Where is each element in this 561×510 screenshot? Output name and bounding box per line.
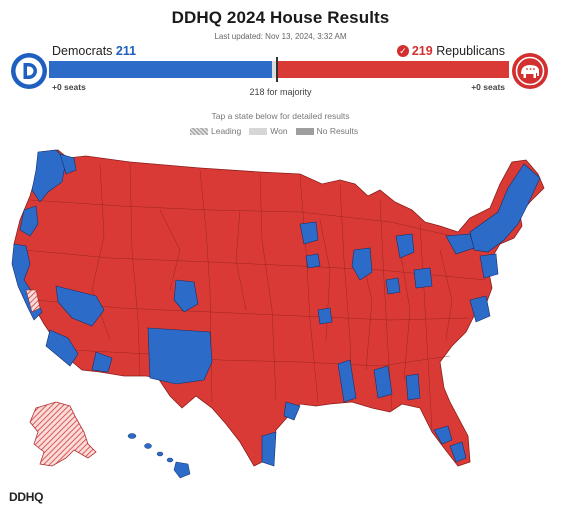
republicans-label: ✓ 219 Republicans [396,44,505,58]
us-house-district-map[interactable] [0,140,561,490]
seat-progress-bar [49,61,509,78]
legend-won-label: Won [270,126,288,136]
republicans-name: Republicans [436,44,505,58]
majority-marker [276,57,278,82]
california-leading-district[interactable] [25,289,41,313]
legend-no-results: No Results [295,126,359,136]
hawaii-state[interactable] [127,433,191,479]
democrats-seat-change: +0 seats [52,82,86,92]
checkmark-icon: ✓ [396,45,409,57]
no-results-swatch [295,127,314,135]
republican-elephant-icon [512,53,548,89]
democrats-label: Democrats 211 [52,44,136,58]
map-legend: Leading Won No Results [190,126,358,136]
republicans-seat-change: +0 seats [471,82,505,92]
won-swatch [249,127,268,135]
majority-label: 218 for majority [249,87,312,97]
leading-swatch [190,127,208,135]
tap-hint-text: Tap a state below for detailed results [211,111,350,121]
ddhq-brand-logo: DDHQ [9,490,44,504]
republicans-seat-count: 219 [411,44,433,58]
legend-leading-label: Leading [211,126,242,136]
page-title: DDHQ 2024 House Results [171,8,390,27]
democrats-name: Democrats [52,44,113,58]
legend-leading: Leading [190,126,241,136]
democrats-bar-fill [49,61,273,78]
legend-won: Won [249,126,288,136]
democratic-districts[interactable] [11,149,541,467]
legend-no-results-label: No Results [316,126,359,136]
alaska-state[interactable] [29,401,97,467]
republicans-bar-fill [277,61,509,78]
democrats-seat-count: 211 [115,44,137,58]
democratic-logo-icon [11,53,47,89]
last-updated-text: Last updated: Nov 13, 2024, 3:32 AM [214,32,347,41]
